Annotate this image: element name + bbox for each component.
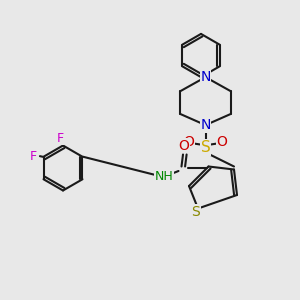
Text: O: O — [178, 139, 189, 152]
Text: N: N — [200, 70, 211, 84]
Text: F: F — [29, 150, 37, 163]
Text: N: N — [200, 118, 211, 132]
Text: F: F — [56, 131, 64, 145]
Text: O: O — [184, 135, 194, 149]
Text: NH: NH — [155, 170, 173, 184]
Text: O: O — [217, 135, 227, 149]
Text: S: S — [191, 205, 200, 218]
Text: S: S — [201, 140, 210, 155]
